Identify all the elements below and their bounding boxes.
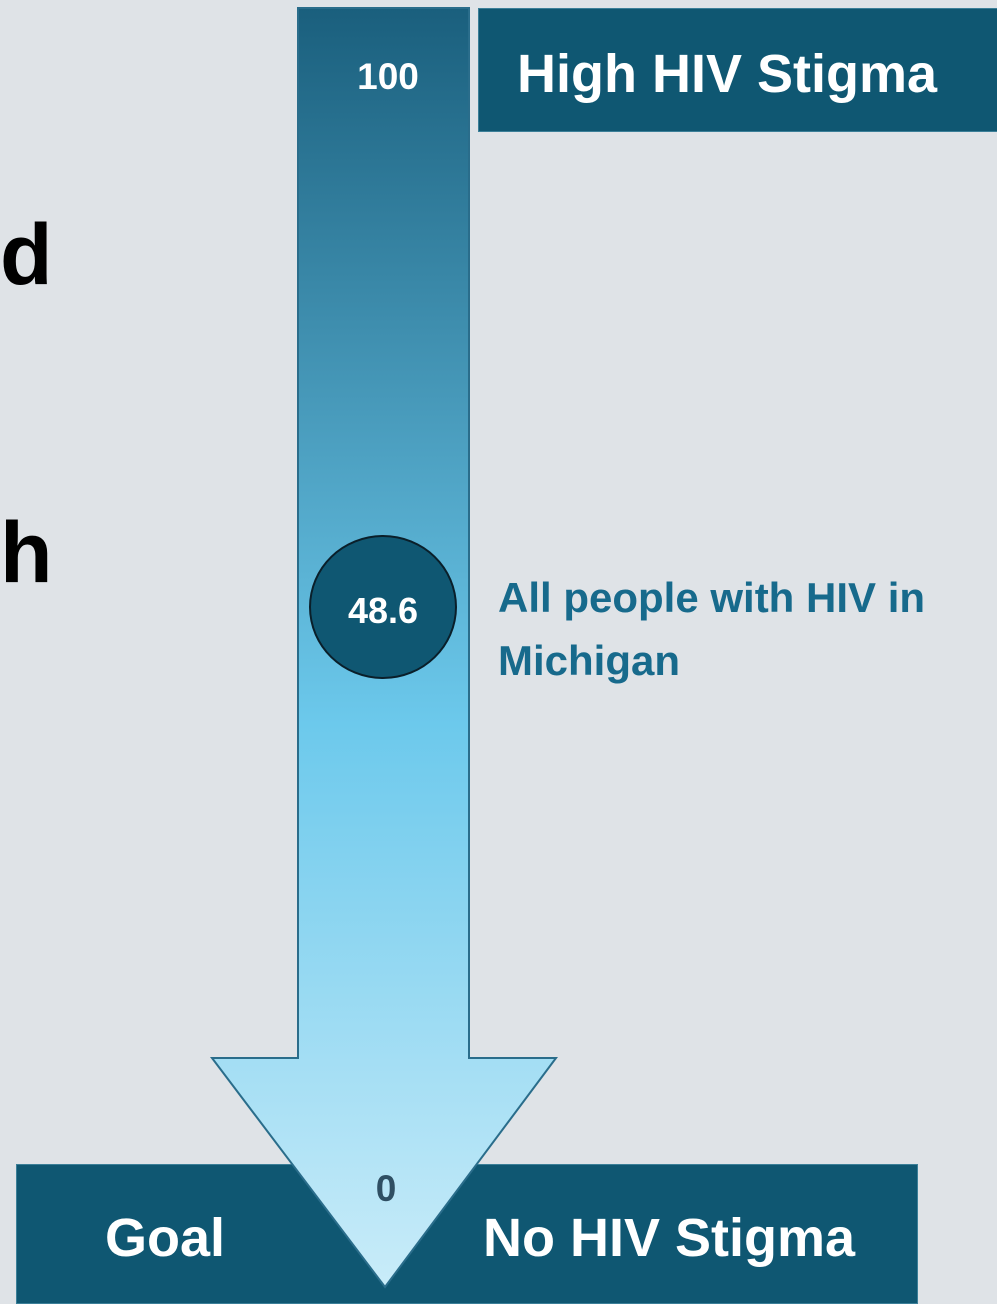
goal-label: Goal: [105, 1208, 226, 1268]
marker-annotation: All people with HIV in Michigan: [498, 574, 926, 684]
scale-max-label: 100: [357, 56, 419, 97]
goal-box: Goal No HIV Stigma: [16, 1164, 918, 1304]
cut-off-text-2: h: [0, 510, 52, 596]
no-stigma-label: No HIV Stigma: [483, 1208, 856, 1268]
cut-off-text-1: d: [0, 212, 53, 298]
stigma-score-marker: 48.6: [309, 535, 457, 679]
high-stigma-label: High HIV Stigma: [517, 44, 938, 104]
stigma-score-value: 48.6: [347, 590, 419, 631]
high-stigma-box: High HIV Stigma: [478, 8, 997, 132]
scale-min-label: 0: [375, 1168, 397, 1209]
